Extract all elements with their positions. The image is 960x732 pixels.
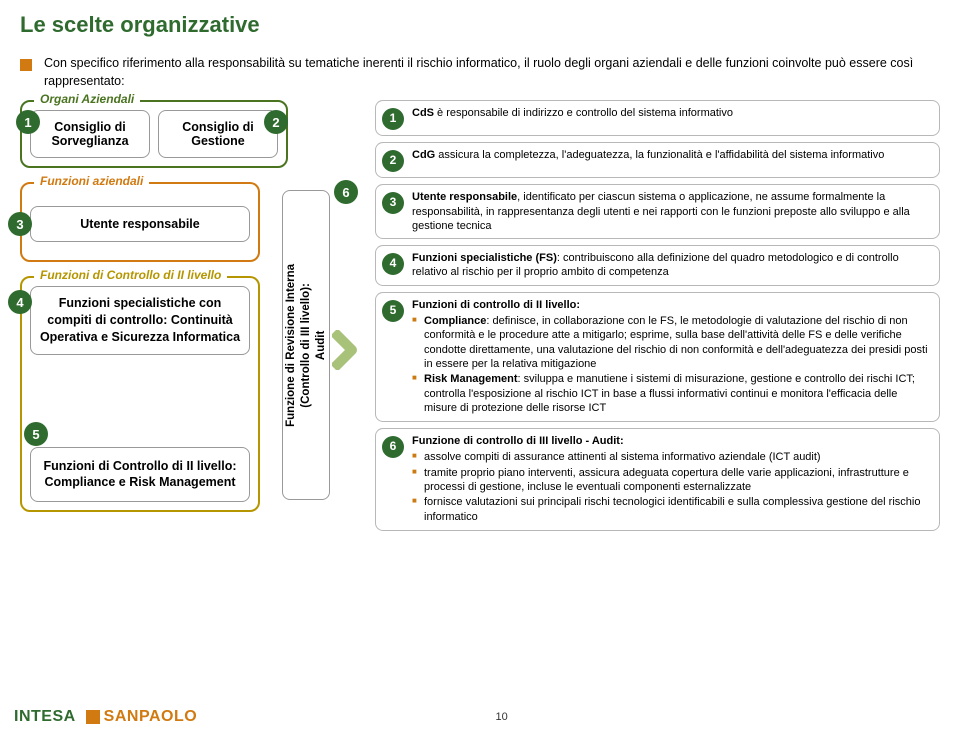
audit-line2: (Controllo di III livello): — [300, 283, 312, 408]
page-title: Le scelte organizzative — [20, 12, 260, 38]
panel-label-funzioni: Funzioni aziendali — [34, 174, 149, 188]
desc-4: 4 Funzioni specialistiche (FS): contribu… — [375, 245, 940, 286]
desc-1: 1 CdS è responsabile di indirizzo e cont… — [375, 100, 940, 136]
chevron-icon — [332, 330, 362, 370]
intro-text: Con specifico riferimento alla responsab… — [44, 54, 940, 90]
bullet-icon — [20, 59, 32, 71]
box-specialistiche: Funzioni specialistiche con compiti di c… — [30, 286, 250, 355]
diagram-left: 1 2 3 4 5 6 Organi Aziendali Consiglio d… — [20, 100, 365, 531]
box-compliance: Funzioni di Controllo di II livello: Com… — [30, 447, 250, 503]
badge-6: 6 — [334, 180, 358, 204]
box-audit: Funzione di Revisione Interna (Controllo… — [282, 190, 330, 500]
panel-label-ctrl2: Funzioni di Controllo di II livello — [34, 268, 227, 282]
logo-sanpaolo: SANPAOLO — [104, 708, 197, 726]
box-gestione: Consiglio di Gestione — [158, 110, 278, 158]
page-number: 10 — [495, 711, 507, 723]
logo-intesa: INTESA — [14, 708, 76, 726]
footer: INTESA SANPAOLO 10 — [0, 704, 960, 732]
desc-3: 3 Utente responsabile, identificato per … — [375, 184, 940, 239]
descriptions: 1 CdS è responsabile di indirizzo e cont… — [375, 100, 940, 531]
box-sorveglianza: Consiglio di Sorveglianza — [30, 110, 150, 158]
box-utente: Utente responsabile — [30, 206, 250, 242]
audit-line3: Audit — [314, 331, 326, 360]
desc-2: 2 CdG assicura la completezza, l'adeguat… — [375, 142, 940, 178]
desc-6: 6 Funzione di controllo di III livello -… — [375, 428, 940, 531]
panel-label-organi: Organi Aziendali — [34, 92, 140, 106]
audit-line1: Funzione di Revisione Interna — [285, 264, 297, 427]
desc-5: 5 Funzioni di controllo di II livello: C… — [375, 292, 940, 422]
logo-square-icon — [86, 710, 100, 724]
